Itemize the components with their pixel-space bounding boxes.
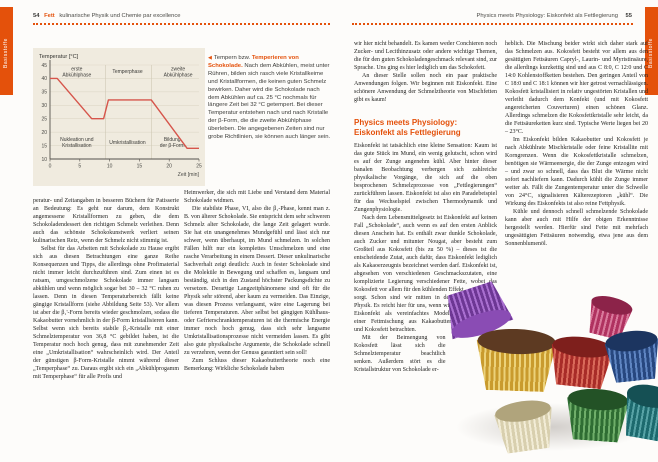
page-number-left: 54 xyxy=(33,13,40,19)
running-head-right-title: Physics meets Physiology: Eiskonfekt als… xyxy=(476,13,618,19)
svg-text:Zeit [min]: Zeit [min] xyxy=(178,172,200,178)
svg-text:25: 25 xyxy=(41,117,47,123)
page54-column-1: peratur- und Zeitangaben in besseren Büc… xyxy=(33,197,179,381)
chapter-label: Fett xyxy=(44,13,55,19)
body-paragraph: Selbst für das Arbeiten mit Schokolade z… xyxy=(33,246,179,380)
svg-text:20: 20 xyxy=(166,164,172,170)
page54-column-2: Heimwerker, die sich mit Liebe und Verst… xyxy=(184,189,330,373)
caption-lead: Tempern bzw. xyxy=(213,55,251,61)
page55-column-2: heblich. Die Mischung beider wirkt sich … xyxy=(505,40,648,248)
running-head-right: Physics meets Physiology: Eiskonfekt als… xyxy=(476,13,632,19)
svg-text:10: 10 xyxy=(107,164,113,170)
svg-text:35: 35 xyxy=(41,90,47,96)
caption-arrow-icon: ◀ xyxy=(208,55,212,61)
svg-text:erste: erste xyxy=(71,67,82,73)
body-paragraph: Im Eiskonfekt bilden Kakaobutter und Kok… xyxy=(505,137,648,207)
svg-text:30: 30 xyxy=(41,103,47,109)
svg-text:45: 45 xyxy=(41,63,47,69)
svg-text:0: 0 xyxy=(49,164,52,170)
cupcake-liner xyxy=(475,328,557,393)
body-paragraph: Mit der Beimengung von Kokosfett lässt s… xyxy=(354,335,446,373)
section-heading: Physics meets Physiology: Eiskonfekt als… xyxy=(354,118,461,137)
svg-text:Temperatur [°C]: Temperatur [°C] xyxy=(39,54,79,60)
svg-text:15: 15 xyxy=(137,164,143,170)
running-head-left: 54 Fett kulinarische Physik und Chemie p… xyxy=(33,13,181,19)
svg-text:Umkristallisation: Umkristallisation xyxy=(109,140,146,146)
svg-text:zweite: zweite xyxy=(171,67,185,73)
svg-text:5: 5 xyxy=(78,164,81,170)
temperature-chart-svg: Temperatur [°C] 10 15 20 25 30 35 40 45 0 5 10 15 20 2… xyxy=(39,54,202,178)
svg-text:25: 25 xyxy=(196,164,202,170)
body-paragraph: sorgt. Schon sind wir mitten in der Phys… xyxy=(354,295,452,333)
svg-text:15: 15 xyxy=(41,143,47,149)
chapter-tab-left: Basisstoffe xyxy=(0,7,13,95)
header-rule-right xyxy=(352,23,633,25)
body-paragraph: heblich. Die Mischung beider wirkt sich … xyxy=(505,41,648,135)
body-paragraph: Zum Schluss dieser Kakaobuttertheorie no… xyxy=(184,358,330,372)
chapter-tab-left-label: Basisstoffe xyxy=(3,38,9,68)
svg-text:der β-Form: der β-Form xyxy=(160,143,185,149)
body-paragraph: Heimwerker, die sich mit Liebe und Verst… xyxy=(184,190,330,204)
body-paragraph: Eiskonfekt ist tatsächlich eine kleine S… xyxy=(354,143,497,213)
photo-foil-baking-cups xyxy=(438,285,658,462)
body-paragraph: peratur- und Zeitangaben in besseren Büc… xyxy=(33,198,179,244)
body-paragraph: Kühle und dennoch schnell schmelzende Sc… xyxy=(505,209,648,247)
svg-text:Bildung: Bildung xyxy=(164,137,181,143)
body-paragraph: Die stabilste Phase, VI, also die β₁-Pha… xyxy=(184,206,330,356)
figure-caption: ◀ Tempern bzw. Temperieren von Schokolade… xyxy=(208,55,332,142)
body-paragraph: wir hier nicht behandelt. Es kamen weder… xyxy=(354,41,497,71)
caption-body: Nach dem Abkühlen, meist unter Rühren, b… xyxy=(208,62,331,141)
svg-text:20: 20 xyxy=(41,130,47,136)
temperature-chart: Temperatur [°C] 10 15 20 25 30 35 40 45 0 5 10 15 20 2… xyxy=(33,48,205,186)
running-head-left-title: kulinarische Physik und Chemie par excel… xyxy=(59,13,181,19)
page55-column-1: wir hier nicht behandelt. Es kamen weder… xyxy=(354,40,497,374)
svg-text:Abkühlphase: Abkühlphase xyxy=(62,73,91,79)
body-paragraph: An dieser Stelle sollen noch ein paar pr… xyxy=(354,73,497,103)
caption-highlight: Temperieren von Schokolade. xyxy=(208,55,299,69)
header-rule-left xyxy=(33,23,330,25)
svg-text:40: 40 xyxy=(41,76,47,82)
svg-text:Nukleation und: Nukleation und xyxy=(60,137,94,143)
page-number-right: 55 xyxy=(625,13,632,19)
cupcake-liner xyxy=(604,328,658,383)
chapter-tab-right: Basisstoffe xyxy=(645,7,658,95)
cupcake-liner xyxy=(493,397,557,455)
svg-text:Abkühlphase: Abkühlphase xyxy=(164,73,193,79)
svg-text:10: 10 xyxy=(41,157,47,163)
body-paragraph: Nach dem Lebensmittelgesetz ist Eiskonfe… xyxy=(354,215,497,293)
svg-text:Temperphase: Temperphase xyxy=(112,69,143,75)
svg-text:Kristallisation: Kristallisation xyxy=(62,143,92,149)
